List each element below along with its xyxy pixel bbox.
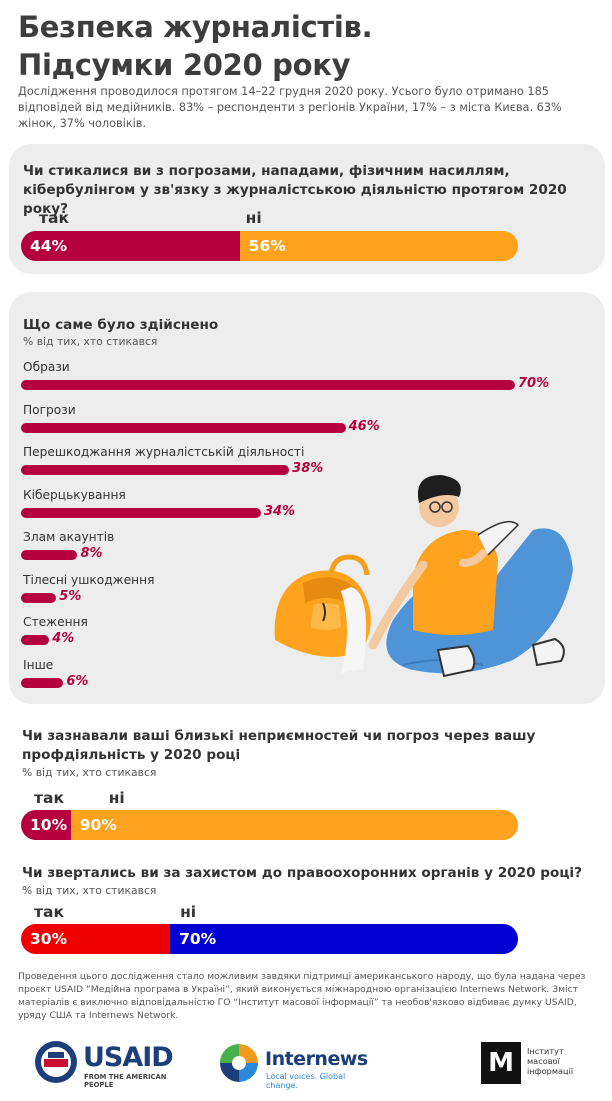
imi-mark-icon: М [481,1042,521,1084]
q3-no-label: ні [108,789,125,807]
page-title: Безпека журналістів. Підсумки 2020 року [18,8,373,84]
usaid-name: USAID [83,1042,174,1073]
question-2-panel: Що саме було здійснено % від тих, хто ст… [9,292,605,704]
chart-value-label: 46% [348,418,380,434]
chart-value-label: 38% [292,461,324,476]
question-3-line-2: профдіяльність у 2020 році [22,747,241,763]
usaid-logo: USAID FROM THE AMERICAN PEOPLE [34,1040,194,1089]
chart-category-label: Кіберцькування [23,487,126,502]
chart-value-label: 70% [518,376,550,391]
title-line-1: Безпека журналістів. [18,10,373,44]
question-1-panel: Чи стикалися ви з погрозами, нападами, ф… [9,144,605,274]
imi-name-line-2: масової [527,1056,560,1066]
question-4-subtitle: % від тих, хто стикався [22,884,157,897]
chart-category-label: Стеження [23,615,88,629]
chart-bar [21,635,50,645]
chart-bar [21,550,78,560]
question-1-line-1: Чи стикалися ви з погрозами, нападами, ф… [23,163,510,179]
person-icon [368,475,573,678]
internews-logo: Internews Local voices. Global change. [218,1042,378,1090]
chart-value-label: 5% [59,588,82,604]
q3-stacked-bar: 10% 90% [21,810,518,840]
q3-yes-label: так [34,789,64,807]
question-1-line-2: кібербулінгом у зв'язку з журналістською… [23,182,567,217]
chart-bar [21,592,57,603]
chart-bar [21,677,64,688]
intro-text: Дослідження проводилося протягом 14–22 г… [18,85,562,130]
imi-name-line-3: інформації [527,1066,574,1076]
question-3-line-1: Чи зазнавали ваші близькі неприємностей … [22,728,536,744]
chart-bar [21,422,346,433]
imi-name-line-1: Інститут [527,1046,564,1056]
chart-category-label: Образи [23,360,70,374]
chart-bar [21,380,515,390]
q4-yes-segment: 30% [21,924,171,954]
chart-title: Що саме було здійснено [23,317,219,333]
question-3-title: Чи зазнавали ваші близькі неприємностей … [22,727,535,765]
q4-stacked-bar: 30% 70% [21,924,518,954]
title-line-2: Підсумки 2020 року [18,48,351,82]
q1-yes-segment: 44% [21,231,240,261]
q4-yes-label: так [34,903,64,921]
imi-name: Інститут масової інформації [527,1046,573,1076]
chart-category-label: Тілесні ушкодження [23,572,155,587]
chart-category-label: Перешкоджання журналістській діяльності [23,445,305,459]
q3-yes-segment: 10% [21,810,71,840]
q1-stacked-bar: 44% 56% [21,231,518,261]
chart-value-label: 6% [66,673,89,689]
internews-name: Internews [265,1048,368,1070]
question-1-title: Чи стикалися ви з погрозами, нападами, ф… [23,162,605,219]
q1-no-segment: 56% [239,231,518,261]
q1-yes-label: так [39,209,69,227]
chart-value-label: 34% [263,503,296,519]
question-4-title: Чи звертались ви за захистом до правоохо… [22,865,582,881]
chart-subtitle: % від тих, хто стикався [23,335,158,348]
q4-no-segment: 70% [170,924,518,954]
chart-category-label: Погрози [23,402,76,417]
internews-mark-icon [220,1044,258,1082]
chart-category-label: Інше [23,657,54,672]
journalist-with-bag-illustration [274,475,573,678]
usaid-seal-icon [35,1041,77,1083]
usaid-tagline: FROM THE AMERICAN PEOPLE [84,1073,167,1089]
internews-tagline: Local voices. Global change. [266,1072,346,1090]
q4-no-label: ні [180,903,197,921]
chart-category-label: Злам акаунтів [23,530,115,544]
imi-logo: М Інститут масової інформації [481,1042,591,1088]
backpack-icon [274,554,371,673]
chart-bar [21,465,290,475]
imi-letter: М [488,1048,514,1078]
chart-value-label: 4% [52,631,75,646]
question-3-subtitle: % від тих, хто стикався [22,766,157,779]
footer-disclaimer: Проведення цього дослідження стало можли… [18,971,586,1021]
q1-no-label: ні [245,209,262,227]
chart-bar [21,507,261,518]
q3-no-segment: 90% [70,810,518,840]
chart-value-label: 8% [80,546,103,561]
